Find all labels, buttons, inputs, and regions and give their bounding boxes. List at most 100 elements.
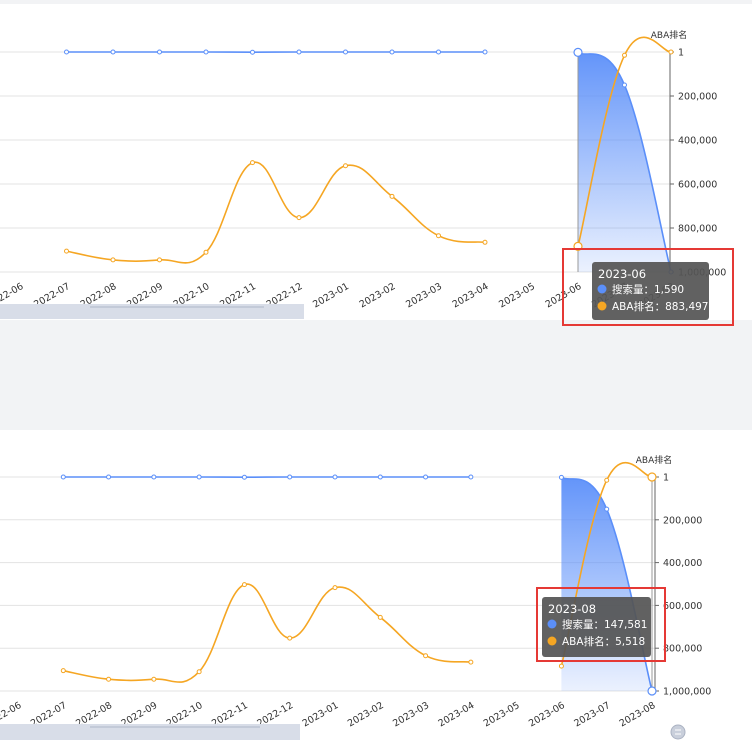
series-line-1	[66, 161, 486, 264]
data-point[interactable]	[151, 676, 157, 682]
x-tick-label: 2023-02	[358, 281, 398, 310]
x-tick-label: 2023-01	[311, 281, 351, 310]
hover-point	[647, 472, 657, 482]
y-tick-label: 800,000	[678, 224, 717, 235]
tooltip-row: ABA排名：5,518	[562, 635, 645, 648]
chart-panel-2: 1 200,000 400,000 600,000 800,000 1,000,000 AB…	[0, 430, 752, 748]
data-point[interactable]	[64, 49, 69, 55]
tooltip-title: 2023-08	[548, 602, 596, 616]
data-point[interactable]	[110, 257, 116, 263]
tooltip-row: ABA排名：883,497	[612, 300, 709, 313]
chart-panel-1: 1200,000400,000600,000800,0001,000,000AB…	[0, 4, 752, 326]
tooltip-title: 2023-06	[598, 267, 646, 281]
x-tick-label: 2023-04	[451, 281, 491, 310]
data-point[interactable]	[157, 49, 162, 55]
y-axis-name: ABA排名	[636, 454, 673, 466]
y-tick-label: 600,000	[663, 601, 702, 612]
x-tick-label: 2023-07	[572, 700, 612, 729]
x-tick-label: 2023-06	[527, 700, 567, 729]
tooltip-marker	[547, 636, 557, 646]
highlight-box	[536, 587, 666, 662]
data-point[interactable]	[436, 233, 441, 239]
data-point[interactable]	[110, 49, 116, 55]
data-point[interactable]	[377, 474, 383, 480]
y-axis-name: ABA排名	[651, 29, 688, 41]
datazoom-handle-icon[interactable]	[670, 724, 686, 740]
data-point[interactable]	[423, 653, 429, 659]
data-point[interactable]	[468, 659, 474, 665]
y-tick-label: 1	[678, 48, 684, 59]
y-tick-label: 1,000,000	[663, 687, 711, 698]
data-point[interactable]	[332, 474, 338, 480]
gridlines	[0, 476, 659, 692]
data-point[interactable]	[250, 160, 255, 166]
data-point[interactable]	[343, 163, 348, 169]
data-point[interactable]	[60, 668, 66, 674]
data-point[interactable]	[343, 49, 348, 55]
x-tick-label: 2023-05	[482, 700, 522, 729]
y-tick-label: 1	[663, 473, 669, 484]
hover-point	[647, 686, 657, 696]
data-point[interactable]	[558, 474, 564, 480]
data-point[interactable]	[482, 49, 488, 55]
data-point[interactable]	[668, 49, 674, 55]
x-tick-label: 2023-05	[497, 281, 537, 310]
data-point[interactable]	[60, 474, 66, 480]
y-tick-label: 600,000	[678, 180, 717, 191]
data-point[interactable]	[332, 585, 338, 591]
data-point[interactable]	[296, 215, 302, 221]
hover-point	[573, 47, 583, 57]
y-tick-label: 400,000	[663, 558, 702, 569]
y-tick-label: 800,000	[663, 644, 702, 655]
x-tick-label: 2023-08	[618, 700, 658, 729]
data-point[interactable]	[296, 49, 302, 55]
x-tick-label: 2023-04	[436, 700, 476, 729]
datazoom-slider-preview	[90, 306, 264, 308]
tooltip-marker	[547, 619, 557, 629]
series-line-1	[63, 583, 472, 683]
x-tick-label: 2023-02	[346, 700, 386, 729]
tooltip-box	[542, 597, 651, 657]
data-point[interactable]	[196, 669, 202, 675]
tooltip-row: 搜索量：1,590	[612, 283, 684, 296]
gridlines	[0, 51, 674, 273]
data-point[interactable]	[604, 506, 610, 512]
data-point[interactable]	[64, 248, 69, 254]
data-point[interactable]	[377, 614, 383, 620]
data-point[interactable]	[436, 49, 441, 55]
data-point[interactable]	[423, 474, 429, 480]
series-line-1	[577, 36, 672, 247]
data-point[interactable]	[250, 49, 255, 55]
trend-chart-2: 1 200,000 400,000 600,000 800,000 1,000,000 AB…	[0, 454, 711, 740]
data-point[interactable]	[389, 193, 395, 199]
data-point[interactable]	[482, 239, 488, 245]
data-point[interactable]	[468, 474, 474, 480]
data-point[interactable]	[203, 249, 209, 255]
data-point[interactable]	[241, 474, 247, 480]
data-point[interactable]	[389, 49, 395, 55]
tooltip: 2023-06 搜索量：1,590 ABA排名：883,497	[592, 262, 709, 320]
data-point[interactable]	[241, 582, 247, 588]
y-tick-label: 200,000	[663, 515, 702, 526]
highlight-box	[562, 248, 734, 326]
data-point[interactable]	[604, 477, 610, 483]
series-line-0	[577, 51, 672, 273]
data-point[interactable]	[106, 676, 112, 682]
data-point[interactable]	[622, 52, 627, 58]
data-point[interactable]	[151, 474, 157, 480]
tooltip-box	[592, 262, 709, 320]
data-point[interactable]	[106, 474, 112, 480]
tooltip-marker	[597, 284, 607, 294]
data-point[interactable]	[196, 474, 202, 480]
data-point[interactable]	[558, 663, 564, 669]
data-point[interactable]	[203, 49, 209, 55]
x-tick-label: 2023-01	[301, 700, 341, 729]
data-point[interactable]	[157, 257, 162, 263]
tooltip-marker	[597, 301, 607, 311]
data-point[interactable]	[287, 474, 293, 480]
x-tick-label: 2023-03	[391, 700, 431, 729]
y-tick-label: 400,000	[678, 136, 717, 147]
tooltip-row: 搜索量：147,581	[562, 618, 647, 631]
data-point[interactable]	[622, 82, 627, 88]
data-point[interactable]	[287, 635, 293, 641]
